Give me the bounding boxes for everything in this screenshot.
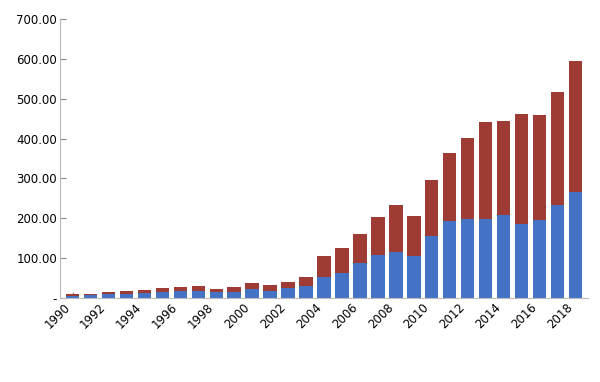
- Bar: [533, 220, 546, 298]
- Bar: [317, 256, 331, 277]
- Bar: [84, 295, 97, 298]
- Bar: [389, 252, 403, 298]
- Bar: [497, 121, 511, 215]
- Bar: [335, 248, 349, 273]
- Bar: [281, 288, 295, 298]
- Bar: [209, 292, 223, 298]
- Bar: [479, 122, 493, 219]
- Bar: [155, 292, 169, 298]
- Bar: [299, 286, 313, 298]
- Bar: [263, 291, 277, 298]
- Bar: [102, 295, 115, 298]
- Bar: [191, 291, 205, 298]
- Bar: [353, 234, 367, 262]
- Bar: [371, 217, 385, 255]
- Bar: [425, 180, 439, 236]
- Bar: [443, 153, 457, 221]
- Bar: [371, 255, 385, 298]
- Bar: [299, 277, 313, 286]
- Bar: [227, 287, 241, 291]
- Bar: [461, 138, 475, 220]
- Bar: [551, 92, 564, 205]
- Bar: [533, 115, 546, 220]
- Bar: [569, 61, 582, 193]
- Bar: [389, 205, 403, 252]
- Bar: [479, 219, 493, 298]
- Bar: [137, 293, 151, 298]
- Bar: [245, 289, 259, 298]
- Bar: [66, 296, 79, 298]
- Bar: [425, 236, 439, 298]
- Bar: [497, 215, 511, 298]
- Bar: [443, 221, 457, 298]
- Bar: [515, 114, 528, 224]
- Bar: [191, 286, 205, 291]
- Bar: [209, 289, 223, 292]
- Bar: [281, 282, 295, 288]
- Bar: [551, 205, 564, 298]
- Bar: [173, 287, 187, 291]
- Bar: [84, 294, 97, 295]
- Bar: [120, 291, 133, 294]
- Bar: [407, 256, 421, 298]
- Bar: [461, 220, 475, 298]
- Bar: [66, 295, 79, 296]
- Bar: [515, 224, 528, 298]
- Bar: [353, 262, 367, 298]
- Bar: [102, 292, 115, 295]
- Bar: [155, 288, 169, 292]
- Bar: [569, 193, 582, 298]
- Bar: [120, 294, 133, 298]
- Bar: [245, 283, 259, 289]
- Bar: [335, 273, 349, 298]
- Bar: [317, 277, 331, 298]
- Bar: [407, 216, 421, 256]
- Bar: [263, 285, 277, 291]
- Bar: [227, 291, 241, 298]
- Bar: [173, 291, 187, 298]
- Bar: [137, 290, 151, 293]
